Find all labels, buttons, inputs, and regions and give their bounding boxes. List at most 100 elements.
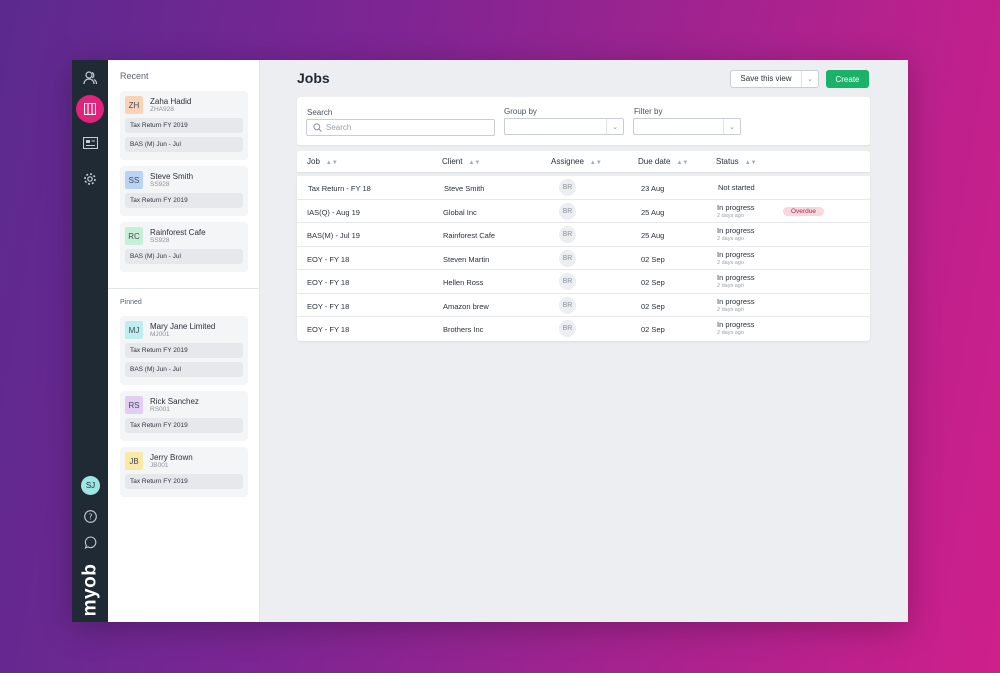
myob-logo: myob <box>79 563 100 617</box>
job-cell: Tax Return - FY 18 <box>308 184 371 193</box>
job-chip[interactable]: Tax Return FY 2019 <box>125 118 243 133</box>
assignee-avatar[interactable]: BR <box>559 249 576 267</box>
create-button[interactable]: Create <box>826 70 869 88</box>
assignee-avatar[interactable]: BR <box>559 273 576 290</box>
jobs-icon <box>84 103 96 115</box>
app-window: SJ ? myob Recent ZH Zaha Hadid ZHA928 <box>72 60 908 622</box>
sort-icon: ▲▼ <box>325 160 338 166</box>
client-code: ZHA928 <box>150 105 174 113</box>
recent-card-steve-smith[interactable]: SS Steve Smith SS928 Tax Return FY 2019 <box>120 166 248 216</box>
client-cell: Global Inc <box>443 207 477 217</box>
table-row[interactable]: EOY - FY 18 Amazon brew BR 02 Sep In pro… <box>297 294 870 317</box>
chevron-down-icon: ⌄ <box>606 119 623 134</box>
status-cell: In progress 2 days ago <box>717 226 755 243</box>
help-icon: ? <box>83 509 97 523</box>
assignee-avatar[interactable]: BR <box>559 320 576 337</box>
column-header-status[interactable]: Status ▲▼ <box>716 157 757 166</box>
search-placeholder: Search <box>326 123 352 132</box>
save-view-label[interactable]: Save this view <box>731 71 802 87</box>
table-row[interactable]: Tax Return - FY 18 Steve Smith BR 23 Aug… <box>297 176 870 200</box>
assignee-avatar[interactable]: BR <box>559 226 576 243</box>
due-date-cell: 02 Sep <box>641 278 665 287</box>
client-code: SS928 <box>150 180 170 188</box>
user-avatar[interactable]: SJ <box>81 476 100 495</box>
cards-nav-button[interactable] <box>72 127 108 159</box>
client-name: Rick Sanchez <box>150 396 199 406</box>
client-name: Rainforest Cafe <box>150 227 206 237</box>
status-cell: In progress 2 days ago <box>717 296 755 313</box>
column-header-assignee[interactable]: Assignee ▲▼ <box>551 157 602 166</box>
jobs-table-body: Tax Return - FY 18 Steve Smith BR 23 Aug… <box>297 176 870 341</box>
page-title: Jobs <box>297 70 330 86</box>
client-avatar: ZH <box>125 96 143 114</box>
client-name: Zaha Hadid <box>150 96 192 106</box>
contacts-icon <box>83 71 98 85</box>
chevron-down-icon[interactable]: ⌄ <box>807 76 813 83</box>
jobs-nav-button[interactable] <box>72 93 108 125</box>
due-date-cell: 23 Aug <box>641 184 665 193</box>
status-cell: Not started <box>718 183 755 192</box>
sort-icon: ▲▼ <box>468 160 481 166</box>
job-chip[interactable]: Tax Return FY 2019 <box>125 193 243 208</box>
job-chip[interactable]: Tax Return FY 2019 <box>125 474 243 489</box>
search-input[interactable]: Search <box>306 119 495 136</box>
column-header-client[interactable]: Client ▲▼ <box>442 157 481 166</box>
pinned-card-jerry-brown[interactable]: JB Jerry Brown JB001 Tax Return FY 2019 <box>120 447 248 497</box>
due-date-cell: 25 Aug <box>641 207 665 217</box>
client-avatar: JB <box>125 452 143 470</box>
client-code: MJ001 <box>150 330 170 338</box>
recent-card-zaha-hadid[interactable]: ZH Zaha Hadid ZHA928 Tax Return FY 2019 … <box>120 91 248 160</box>
client-avatar: RS <box>125 396 143 414</box>
due-date-cell: 02 Sep <box>641 254 665 264</box>
sort-icon: ▲▼ <box>676 160 689 166</box>
jobs-main: Jobs Save this view ⌄ Create Search Sear… <box>260 60 908 622</box>
cards-icon <box>82 137 98 149</box>
job-cell: EOY - FY 18 <box>307 325 350 334</box>
settings-nav-button[interactable] <box>72 163 108 195</box>
status-cell: In progress 2 days ago <box>717 249 755 266</box>
assignee-avatar[interactable]: BR <box>559 179 576 196</box>
recent-heading: Recent <box>120 71 149 81</box>
contacts-nav-button[interactable] <box>72 62 108 94</box>
client-avatar: SS <box>125 171 143 189</box>
client-name: Mary Jane Limited <box>150 321 216 331</box>
table-row[interactable]: BAS(M) - Jul 19 Rainforest Cafe BR 25 Au… <box>297 223 870 247</box>
job-chip[interactable]: BAS (M) Jun - Jul <box>125 362 243 377</box>
job-chip[interactable]: Tax Return FY 2019 <box>125 418 243 433</box>
help-button[interactable]: ? <box>72 500 108 532</box>
save-view-button[interactable]: Save this view ⌄ <box>730 70 819 88</box>
assignee-avatar[interactable]: BR <box>559 296 576 314</box>
search-label: Search <box>307 108 333 117</box>
panel-divider <box>108 288 259 289</box>
assignee-avatar[interactable]: BR <box>559 202 576 220</box>
job-cell: IAS(Q) - Aug 19 <box>307 207 360 217</box>
icon-rail: SJ ? myob <box>72 60 108 622</box>
client-cell: Amazon brew <box>443 301 489 311</box>
pinned-card-mary-jane-limited[interactable]: MJ Mary Jane Limited MJ001 Tax Return FY… <box>120 316 248 385</box>
job-cell: EOY - FY 18 <box>307 254 350 264</box>
job-chip[interactable]: BAS (M) Jun - Jul <box>125 249 243 264</box>
table-row[interactable]: EOY - FY 18 Brothers Inc BR 02 Sep In pr… <box>297 317 870 341</box>
job-chip[interactable]: Tax Return FY 2019 <box>125 343 243 358</box>
recent-card-rainforest-cafe[interactable]: RC Rainforest Cafe SS928 BAS (M) Jun - J… <box>120 222 248 272</box>
table-row[interactable]: EOY - FY 18 Hellen Ross BR 02 Sep In pro… <box>297 270 870 294</box>
client-code: RS001 <box>150 405 170 413</box>
client-cell: Hellen Ross <box>443 278 484 287</box>
filter-by-select[interactable]: ⌄ <box>633 118 741 135</box>
table-row[interactable]: IAS(Q) - Aug 19 Global Inc BR 25 Aug In … <box>297 200 870 223</box>
pinned-card-rick-sanchez[interactable]: RS Rick Sanchez RS001 Tax Return FY 2019 <box>120 391 248 441</box>
job-chip[interactable]: BAS (M) Jun - Jul <box>125 137 243 152</box>
job-cell: EOY - FY 18 <box>307 278 350 287</box>
chat-button[interactable] <box>72 526 108 558</box>
table-row[interactable]: EOY - FY 18 Steven Martin BR 02 Sep In p… <box>297 247 870 270</box>
column-header-due-date[interactable]: Due date ▲▼ <box>638 157 689 166</box>
due-date-cell: 25 Aug <box>641 231 665 240</box>
group-by-select[interactable]: ⌄ <box>504 118 624 135</box>
chevron-down-icon: ⌄ <box>723 119 740 134</box>
pinned-heading: Pinned <box>120 299 142 306</box>
job-cell: BAS(M) - Jul 19 <box>307 231 360 240</box>
column-header-job[interactable]: Job ▲▼ <box>307 157 338 166</box>
chat-icon <box>84 535 96 549</box>
client-name: Steve Smith <box>150 171 194 181</box>
group-by-label: Group by <box>504 107 537 116</box>
